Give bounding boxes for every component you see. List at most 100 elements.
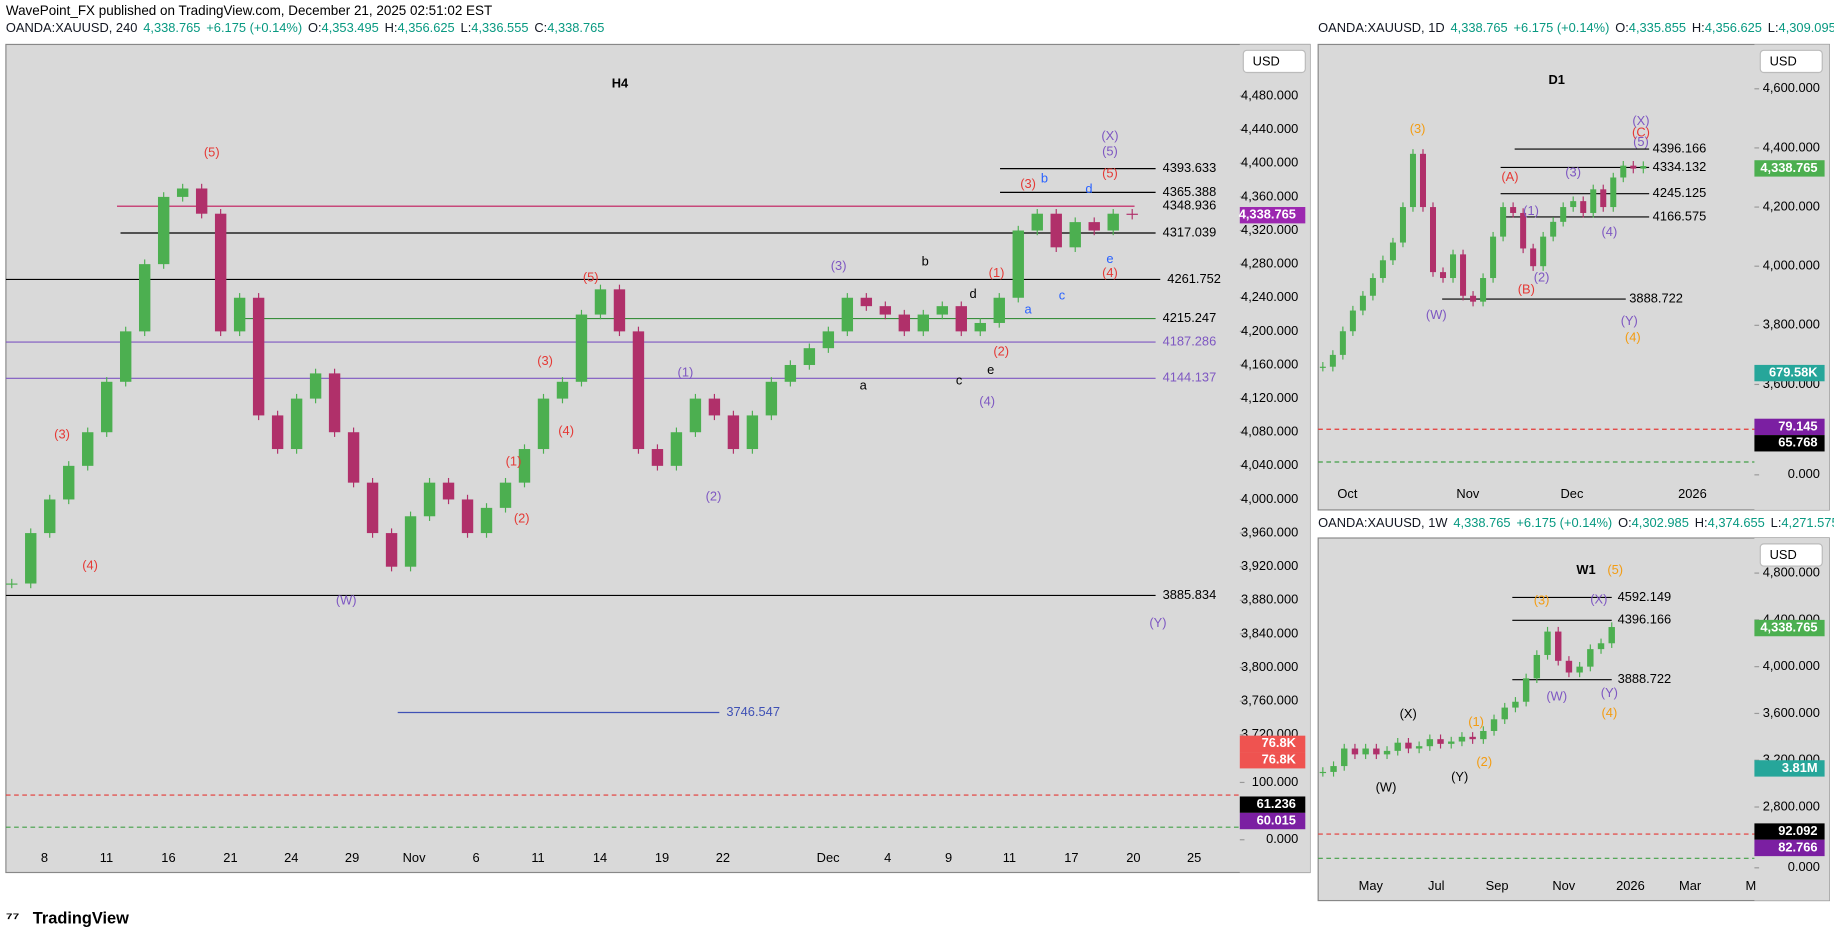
candle: [822, 331, 835, 349]
price-tag-label: 4,338.765: [1760, 619, 1817, 634]
wave-label: (1): [506, 453, 522, 468]
level-label: 3746.547: [726, 704, 780, 719]
wave-label: (W): [1376, 780, 1397, 795]
ohlc-key: H:: [385, 21, 398, 36]
candle: [1319, 771, 1327, 774]
candle: [233, 297, 246, 332]
candle: [1450, 254, 1457, 279]
candle: [1031, 213, 1043, 231]
candle: [1640, 166, 1647, 169]
candle: [1448, 741, 1455, 744]
price-tag-label: 65.768: [1778, 435, 1817, 450]
candle: [271, 415, 284, 450]
price-tag-label: 61.236: [1257, 796, 1296, 811]
y-tick-label: 4,480.000: [1241, 87, 1298, 102]
ohlc-key: L:: [1768, 21, 1779, 36]
candle: [176, 188, 189, 197]
x-tick-label: Nov: [403, 850, 426, 865]
wave-label: a: [860, 377, 868, 392]
candle: [1469, 736, 1476, 740]
candle: [860, 297, 873, 307]
candle: [1550, 221, 1557, 237]
level-label: 4245.125: [1653, 185, 1707, 200]
candle: [290, 398, 303, 450]
legend: OANDA:XAUUSD, 1D 4,338.765 +6.175 (+0.14%)…: [1318, 21, 1834, 36]
wave-label: (X): [1101, 128, 1118, 143]
x-tick-label: 4: [884, 850, 891, 865]
candle: [955, 306, 967, 332]
x-tick-label: 24: [284, 850, 298, 865]
level-label: 4365.388: [1163, 184, 1217, 199]
candle: [1458, 736, 1466, 742]
y-tick-label: 4,000.000: [1763, 658, 1820, 673]
level-label: 4144.137: [1163, 370, 1217, 385]
candle: [101, 381, 113, 433]
candle: [499, 482, 512, 508]
level-label: 4348.936: [1163, 198, 1217, 213]
level-label: 4396.166: [1618, 612, 1672, 627]
y-tick-label: 3,800.000: [1241, 659, 1298, 674]
candle: [594, 289, 607, 315]
price-tag: [1239, 735, 1306, 753]
wave-label: (2): [706, 488, 722, 503]
candle: [670, 432, 683, 466]
wave-label: c: [1059, 287, 1066, 302]
candle: [784, 364, 797, 382]
y-tick-label: 3,960.000: [1241, 524, 1298, 539]
candle: [1012, 230, 1024, 298]
level-label: 4393.633: [1163, 160, 1217, 175]
x-tick-label: 14: [593, 850, 607, 865]
x-tick-label: 11: [100, 850, 113, 865]
wave-label: (W): [1426, 307, 1447, 322]
wave-label: (3): [1020, 176, 1036, 191]
price-tag: [1754, 418, 1825, 436]
wave-label: b: [1041, 170, 1048, 185]
x-tick-label: 20: [1126, 850, 1140, 865]
candle: [214, 213, 227, 332]
ohlc-key: O:: [1618, 515, 1632, 530]
x-tick-label: Sep: [1486, 878, 1509, 893]
panel-title: D1: [1549, 72, 1565, 87]
candle: [461, 499, 474, 534]
price-tag-label: 4,338.765: [1760, 160, 1817, 175]
wave-label: (3): [537, 353, 553, 368]
candle: [1437, 739, 1444, 744]
wave-label: (4): [1625, 329, 1641, 344]
candle: [1470, 295, 1477, 302]
wave-label: (5): [1102, 143, 1118, 158]
x-tick-label: Oct: [1337, 486, 1357, 501]
last-price: 4,338.765: [143, 21, 200, 36]
y-tick-label: 4,200.000: [1763, 198, 1820, 213]
change: +6.175 (+0.14%): [1516, 515, 1612, 530]
candle: [1341, 748, 1348, 767]
level-label: 4592.149: [1618, 589, 1672, 604]
price-tag-label: 79.145: [1778, 418, 1817, 433]
panel-title: W1: [1576, 562, 1595, 577]
candle: [1419, 153, 1426, 208]
wave-label: (X): [1632, 113, 1649, 128]
candle: [556, 381, 569, 399]
candle: [138, 264, 151, 332]
candle: [993, 297, 1005, 323]
candle: [651, 449, 664, 466]
wave-label: (1): [678, 364, 694, 379]
candle: [765, 381, 778, 416]
change: +6.175 (+0.14%): [206, 21, 302, 36]
candle: [974, 322, 986, 332]
ohlc-value: 4,336.555: [471, 21, 528, 36]
candle: [1399, 207, 1406, 243]
x-tick-label: May: [1359, 878, 1384, 893]
candle: [1610, 177, 1617, 208]
x-tick-label: 22: [716, 850, 730, 865]
wave-label: a: [1025, 301, 1033, 316]
candle: [1512, 701, 1519, 708]
price-tag-label: 3.81M: [1782, 760, 1818, 775]
candle: [1405, 742, 1412, 749]
wave-label: (Y): [1601, 685, 1618, 700]
x-tick-label: 8: [41, 850, 48, 865]
wave-label: (A): [1501, 169, 1518, 184]
x-tick-label: M: [1746, 878, 1757, 893]
candle: [1544, 631, 1551, 655]
last-price: 4,338.765: [1450, 21, 1507, 36]
